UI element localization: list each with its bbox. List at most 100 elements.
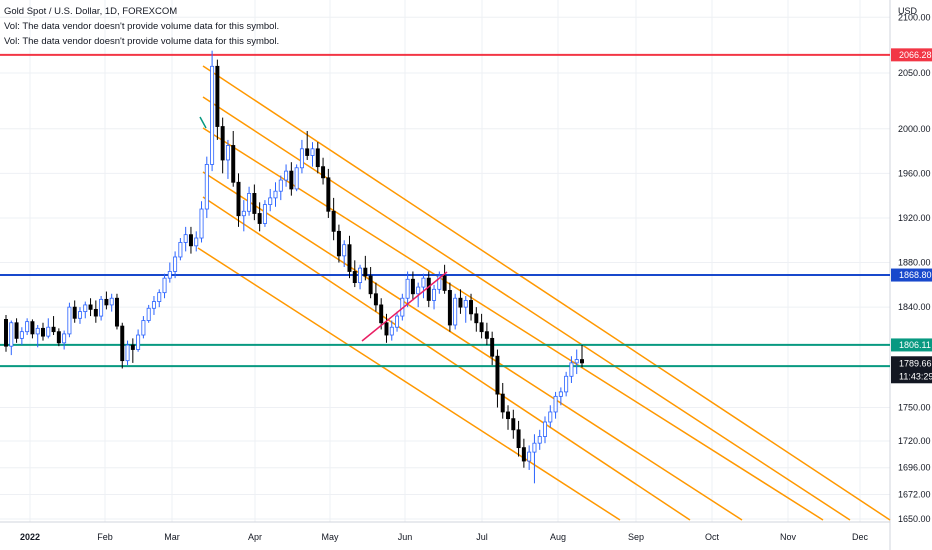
candle-body bbox=[231, 145, 236, 183]
candle-body bbox=[537, 436, 542, 444]
candle-body bbox=[136, 334, 141, 350]
x-tick-label: May bbox=[321, 532, 339, 542]
candle-body bbox=[474, 313, 479, 324]
candle-body bbox=[199, 208, 204, 239]
current-price-bg bbox=[891, 356, 932, 384]
candle-body bbox=[41, 327, 45, 337]
y-tick-label: 1672.00 bbox=[898, 489, 931, 499]
level-tag-2-bg bbox=[891, 338, 932, 352]
candle-body bbox=[210, 65, 215, 165]
candle-body bbox=[25, 321, 30, 333]
candle-body bbox=[252, 193, 257, 214]
candle-body bbox=[46, 326, 51, 337]
candle-body bbox=[558, 391, 563, 397]
x-tick-label: Feb bbox=[97, 532, 113, 542]
x-axis[interactable]: 2022 Feb Mar Apr May Jun Jul Aug Sep Oct Nov Dec bbox=[20, 532, 869, 542]
candle-body bbox=[294, 167, 299, 190]
candle-body bbox=[511, 418, 516, 431]
channel-line bbox=[202, 65, 891, 521]
candle-body bbox=[373, 293, 378, 306]
candle-body bbox=[479, 322, 484, 333]
current-price-text: 1789.66 bbox=[899, 358, 932, 368]
channel-line bbox=[202, 196, 691, 521]
candle-body bbox=[564, 375, 569, 393]
x-tick-label: Oct bbox=[705, 532, 720, 542]
candle-body bbox=[4, 319, 8, 347]
candle-body bbox=[141, 320, 146, 336]
candle-body bbox=[521, 447, 526, 462]
candle-body bbox=[19, 331, 24, 339]
candle-body bbox=[289, 170, 294, 190]
candle-body bbox=[458, 297, 463, 308]
candle-body bbox=[178, 242, 183, 258]
level-tag-2-text: 1806.11 bbox=[899, 340, 931, 350]
candle-body bbox=[225, 145, 230, 161]
candle-body bbox=[342, 244, 347, 257]
horizontal-levels[interactable] bbox=[0, 53, 890, 368]
candle-body bbox=[447, 290, 452, 326]
candle-body bbox=[442, 275, 447, 291]
candle-body bbox=[389, 326, 394, 336]
x-tick-label: Aug bbox=[550, 532, 566, 542]
y-tick-label: 1960.00 bbox=[898, 168, 931, 178]
chart-title[interactable]: Gold Spot / U.S. Dollar, 1D, FOREXCOM bbox=[4, 6, 178, 17]
candle-body bbox=[410, 278, 415, 295]
candle-body bbox=[204, 164, 209, 210]
channel-lines[interactable] bbox=[197, 65, 891, 521]
y-tick-label: 1750.00 bbox=[898, 403, 931, 413]
candle-body bbox=[331, 210, 336, 232]
candle-body bbox=[56, 331, 61, 344]
level-tag-1-bg bbox=[891, 268, 932, 282]
candle-body bbox=[310, 148, 315, 156]
channel-line bbox=[202, 127, 824, 521]
candle-body bbox=[173, 256, 178, 272]
candle-body bbox=[62, 333, 67, 344]
candle-body bbox=[247, 193, 252, 212]
candle-body bbox=[257, 213, 262, 224]
channel-line bbox=[197, 247, 621, 521]
candle-body bbox=[241, 210, 246, 217]
candle-body bbox=[162, 277, 167, 294]
candle-body bbox=[321, 166, 326, 179]
candle-body bbox=[273, 190, 278, 199]
candle-body bbox=[194, 237, 199, 247]
candle-body bbox=[553, 395, 558, 413]
y-tick-label: 1840.00 bbox=[898, 302, 931, 312]
y-tick-label: 1920.00 bbox=[898, 213, 931, 223]
candle-body bbox=[120, 325, 125, 362]
y-tick-label: 1720.00 bbox=[898, 436, 931, 446]
candle-body bbox=[352, 271, 357, 284]
candle-body bbox=[543, 421, 547, 437]
channel-line bbox=[202, 171, 743, 521]
candle-body bbox=[77, 311, 82, 319]
candle-body bbox=[490, 337, 495, 357]
candle-body bbox=[72, 306, 77, 319]
candle-body bbox=[527, 451, 532, 462]
candle-body bbox=[469, 300, 474, 315]
trend-line[interactable] bbox=[199, 116, 448, 342]
candle-body bbox=[262, 204, 267, 224]
candle-body bbox=[463, 300, 468, 308]
candle-body bbox=[532, 442, 537, 453]
candle-body bbox=[215, 65, 220, 127]
candle-body bbox=[495, 355, 500, 395]
candle-body bbox=[188, 234, 193, 247]
x-tick-label: Dec bbox=[852, 532, 869, 542]
candle-body bbox=[14, 322, 19, 339]
candle-body bbox=[151, 301, 156, 309]
candle-body bbox=[109, 297, 114, 306]
candle-body bbox=[580, 359, 584, 364]
volume-note-1: Vol: The data vendor doesn't provide vol… bbox=[4, 21, 280, 32]
candle-body bbox=[336, 230, 341, 257]
candle-body bbox=[35, 327, 40, 335]
candle-body bbox=[104, 298, 109, 306]
candle-body bbox=[379, 304, 384, 324]
candles bbox=[4, 50, 584, 484]
x-tick-label: Nov bbox=[780, 532, 797, 542]
x-tick-label: 2022 bbox=[20, 532, 40, 542]
candle-body bbox=[421, 277, 426, 288]
candle-body bbox=[284, 170, 289, 181]
